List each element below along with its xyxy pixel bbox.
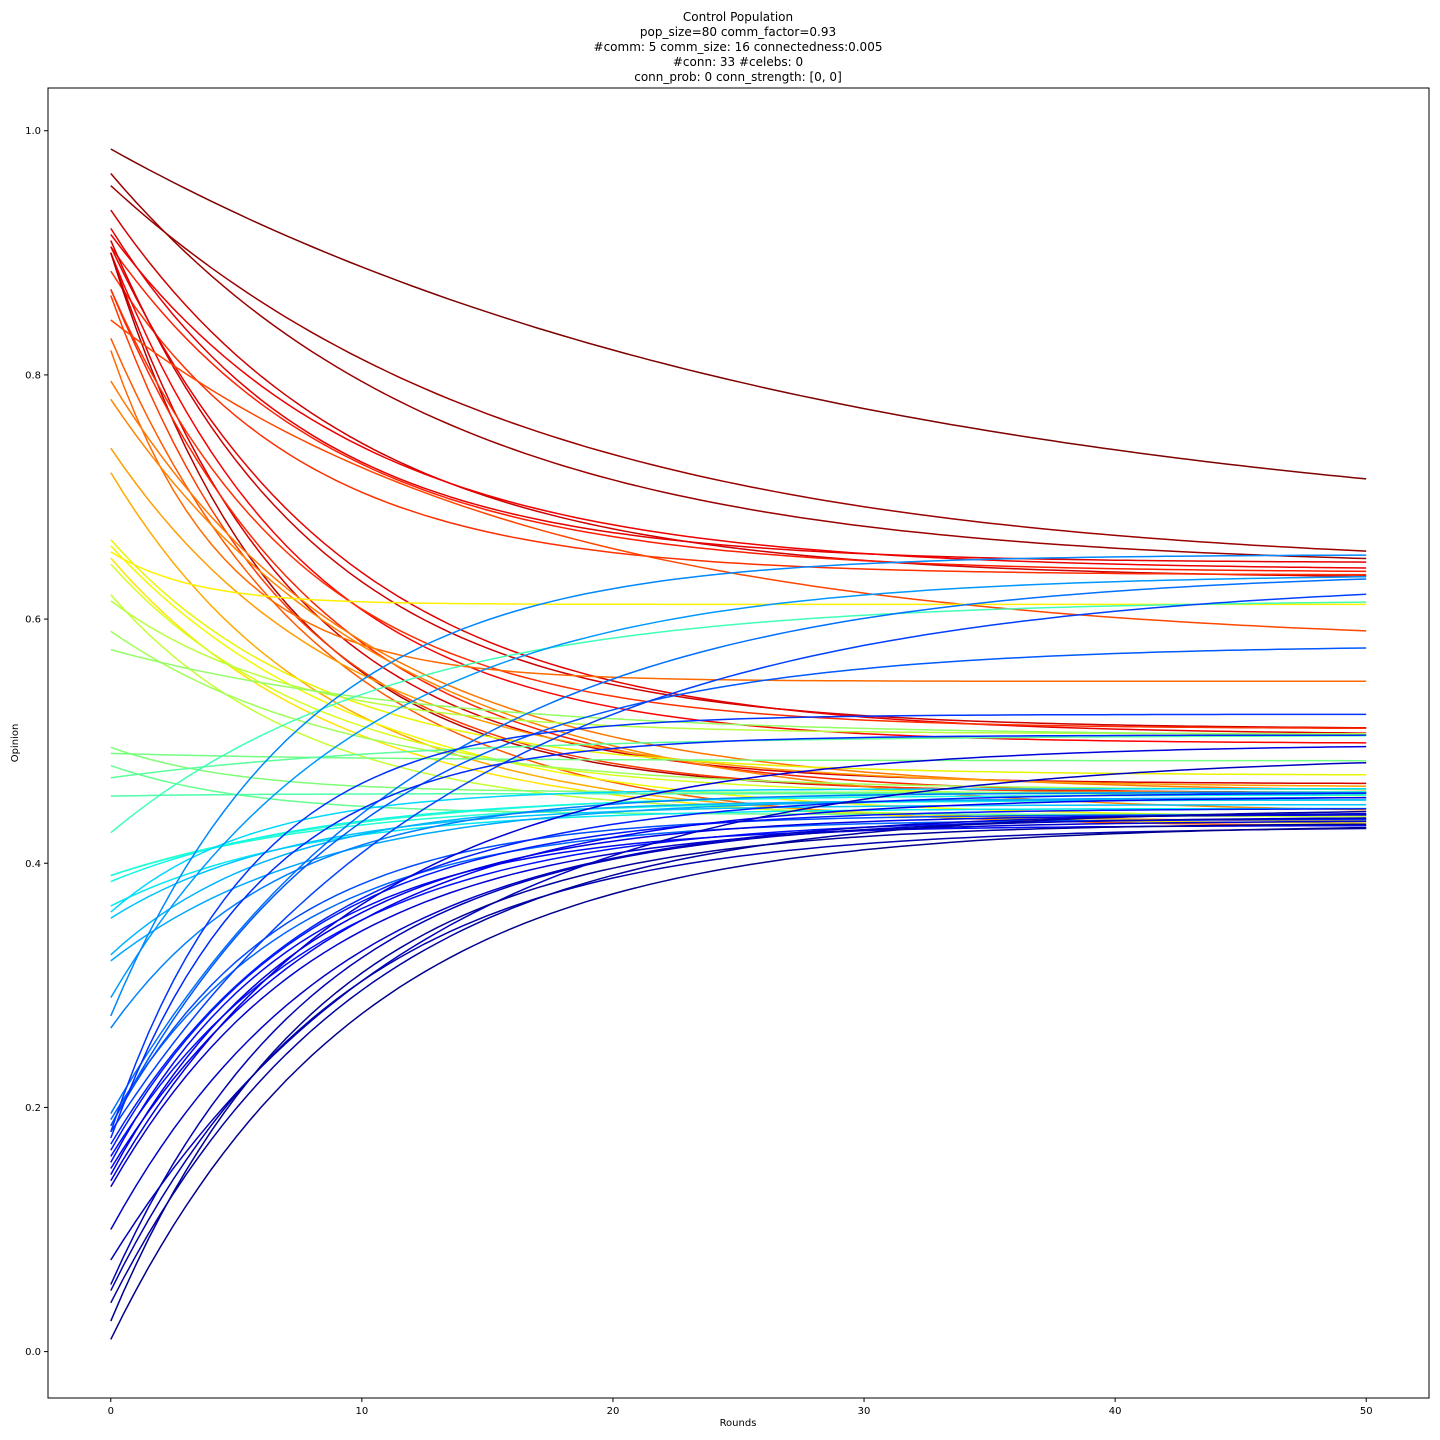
series-layer <box>110 148 1367 1340</box>
y-tick-label: 0.8 <box>25 370 41 381</box>
series-line-6 <box>110 234 1367 569</box>
series-line-8 <box>110 270 1367 576</box>
series-line-11 <box>110 252 1367 744</box>
series-line-9 <box>110 240 1367 729</box>
title-line-3: #comm: 5 comm_size: 16 connectedness:0.0… <box>594 40 883 54</box>
series-line-17 <box>110 319 1367 632</box>
chart-title: Control Population pop_size=80 comm_fact… <box>594 10 883 84</box>
series-line-48 <box>110 554 1367 1017</box>
x-axis-label: Rounds <box>720 1418 757 1429</box>
y-tick-label: 0.6 <box>25 615 41 626</box>
title-line-1: Control Population <box>683 10 793 24</box>
series-line-2 <box>110 173 1367 560</box>
series-line-65 <box>110 812 1367 1230</box>
title-line-4: #conn: 33 #celebs: 0 <box>673 55 803 69</box>
series-line-71 <box>110 826 1367 1340</box>
x-axis-ticks: 0 10 20 30 40 50 <box>108 1398 1373 1417</box>
series-line-67 <box>110 817 1367 1285</box>
x-tick-label: 10 <box>355 1406 368 1417</box>
series-line-5 <box>110 227 1367 563</box>
series-line-26 <box>110 551 1367 606</box>
series-line-24 <box>110 539 1367 776</box>
series-line-37 <box>110 792 1367 797</box>
series-line-20 <box>110 380 1367 791</box>
series-line-68 <box>110 827 1367 1291</box>
series-line-3 <box>110 185 1367 552</box>
series-line-64 <box>110 820 1367 1188</box>
y-tick-label: 1.0 <box>25 126 41 137</box>
series-line-70 <box>110 823 1367 1322</box>
x-tick-label: 40 <box>1109 1406 1122 1417</box>
y-axis-ticks: 0.0 0.2 0.4 0.6 0.8 1.0 <box>25 126 48 1358</box>
series-line-52 <box>110 647 1367 1127</box>
series-line-34 <box>110 752 1367 762</box>
series-line-61 <box>110 796 1367 1169</box>
series-line-27 <box>110 557 1367 824</box>
series-line-15 <box>110 289 1367 730</box>
series-line-14 <box>110 289 1367 795</box>
series-line-43 <box>110 788 1367 913</box>
series-line-19 <box>110 350 1367 683</box>
y-tick-label: 0.0 <box>25 1347 41 1358</box>
x-tick-label: 20 <box>607 1406 620 1417</box>
series-line-66 <box>110 761 1367 1261</box>
series-line-55 <box>110 713 1367 1133</box>
y-tick-label: 0.4 <box>25 859 41 870</box>
series-line-7 <box>110 246 1367 573</box>
series-line-47 <box>110 576 1367 998</box>
y-axis-label: Opinion <box>10 724 21 763</box>
series-line-23 <box>110 472 1367 822</box>
series-line-10 <box>110 246 1367 734</box>
x-tick-label: 30 <box>858 1406 871 1417</box>
series-line-54 <box>110 593 1367 1133</box>
series-line-1 <box>110 148 1367 480</box>
series-line-32 <box>110 648 1367 736</box>
series-line-22 <box>110 447 1367 787</box>
series-line-63 <box>110 745 1367 1182</box>
x-tick-label: 0 <box>108 1406 114 1417</box>
series-line-42 <box>110 807 1367 907</box>
series-line-49 <box>110 791 1367 1029</box>
x-tick-label: 50 <box>1360 1406 1373 1417</box>
plot-frame <box>47 87 1430 1399</box>
series-line-58 <box>110 808 1367 1151</box>
y-tick-label: 0.2 <box>25 1103 41 1114</box>
series-line-56 <box>110 734 1367 1139</box>
series-line-69 <box>110 810 1367 1304</box>
series-line-50 <box>110 578 1367 1114</box>
title-line-2: pop_size=80 comm_factor=0.93 <box>640 25 836 39</box>
series-line-46 <box>110 796 1367 962</box>
title-line-5: conn_prob: 0 conn_strength: [0, 0] <box>634 70 842 84</box>
series-line-44 <box>110 804 1367 919</box>
series-line-57 <box>110 792 1367 1145</box>
